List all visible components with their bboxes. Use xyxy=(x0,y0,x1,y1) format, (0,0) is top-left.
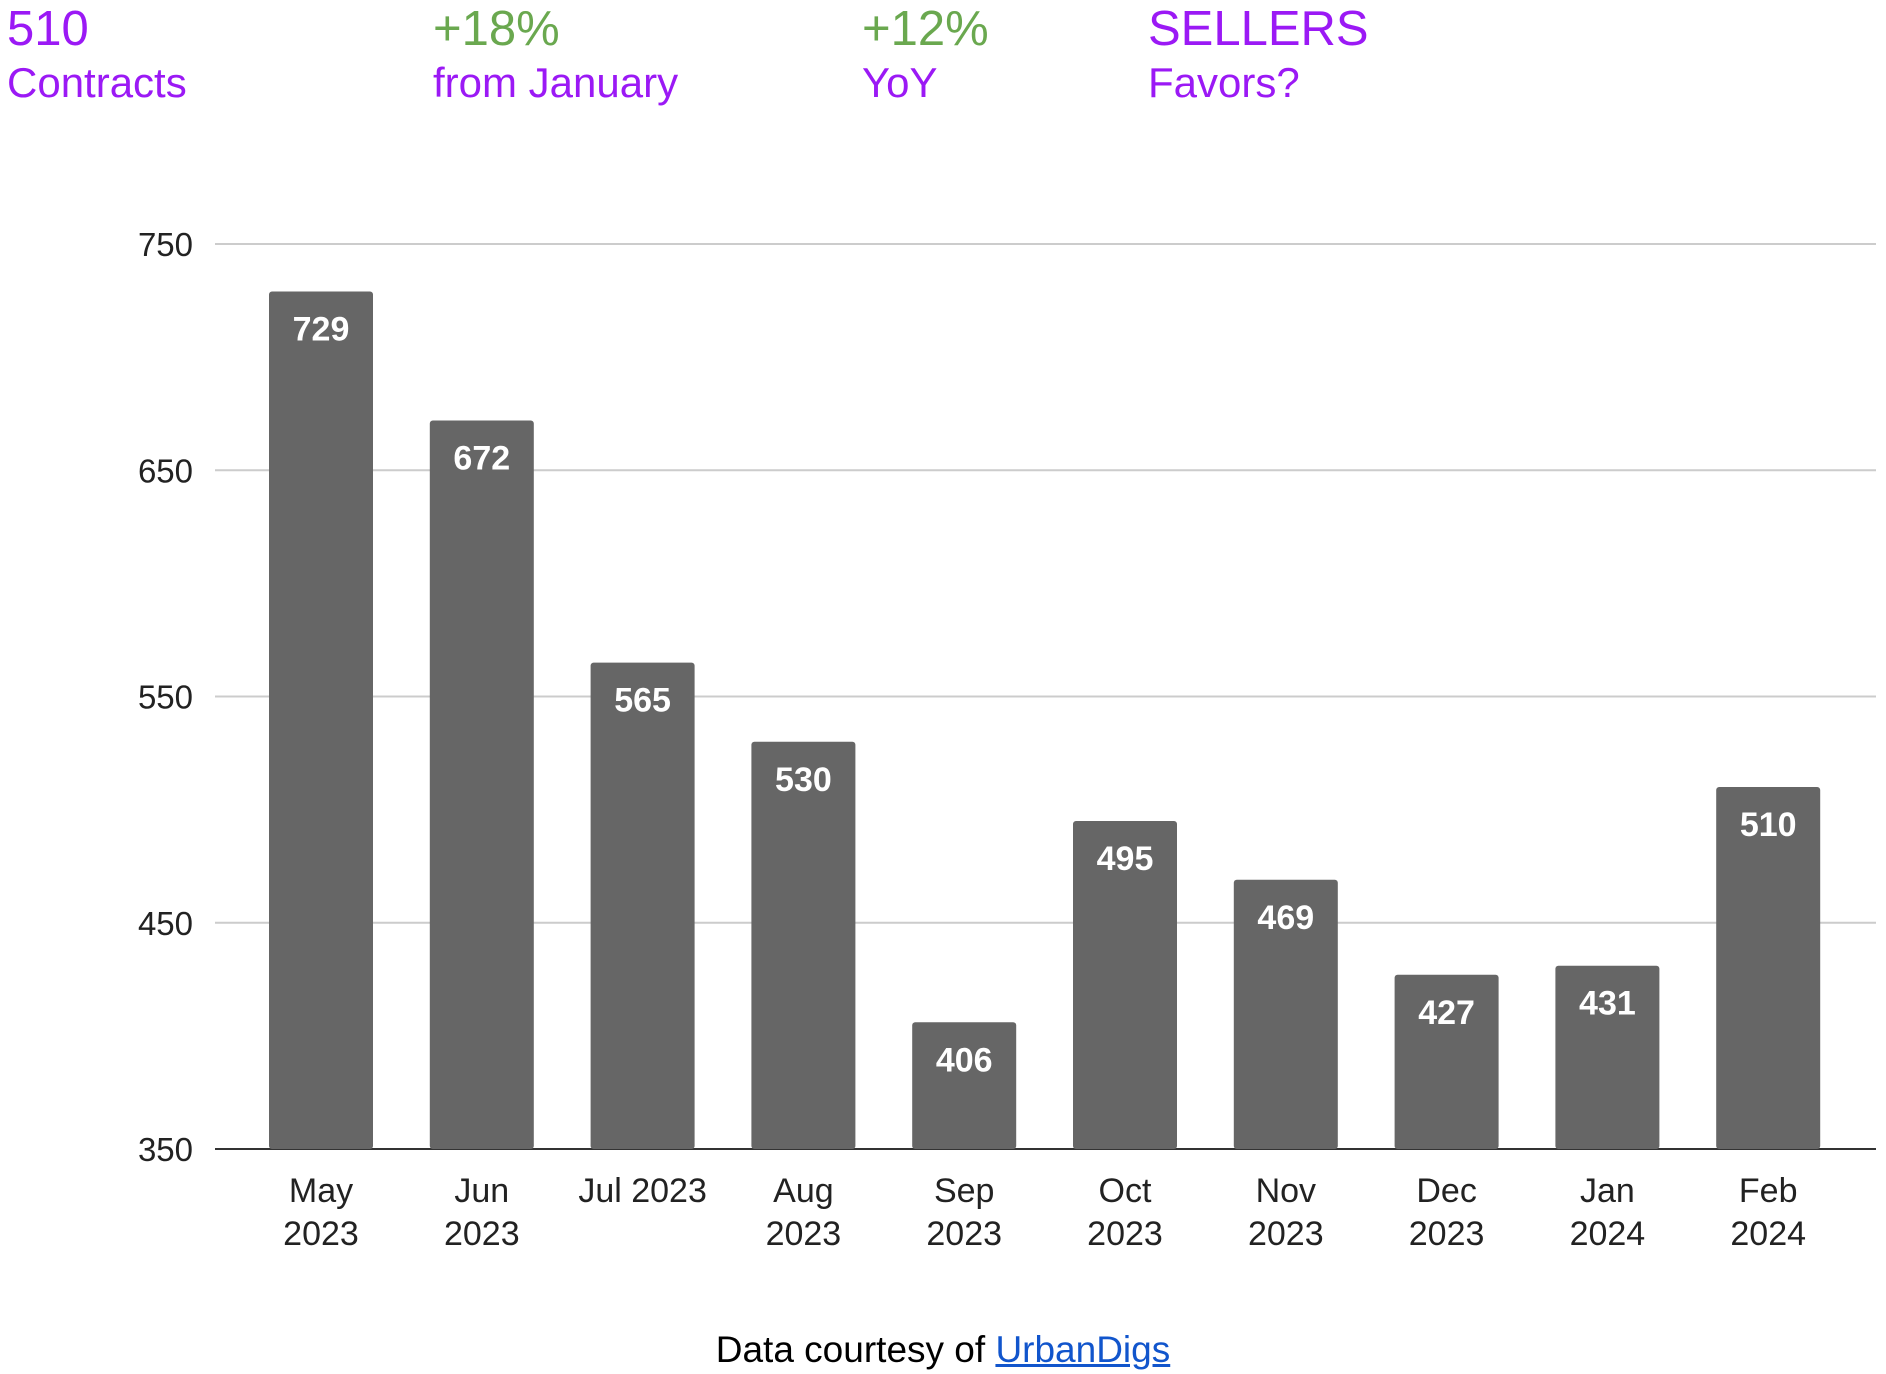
stat-value: +18% xyxy=(433,2,560,56)
x-tick-label-line: Jan xyxy=(1580,1172,1635,1210)
stat-label: Contracts xyxy=(7,59,187,106)
bar xyxy=(1716,787,1821,1149)
stat-month-change: +18% from January xyxy=(433,2,678,110)
bar xyxy=(1394,974,1499,1149)
stat-market-favor: SELLERS Favors? xyxy=(1148,2,1369,110)
footer-text: Data courtesy of xyxy=(715,1329,986,1370)
y-tick-label: 750 xyxy=(138,226,193,263)
stat-label: from January xyxy=(433,59,679,106)
x-tick-label-line: May xyxy=(289,1172,353,1210)
x-tick-label: Jun 2023 xyxy=(444,1172,520,1253)
urbandigs-link[interactable]: UrbanDigs xyxy=(995,1329,1171,1370)
x-tick-label-line: 2024 xyxy=(1570,1215,1646,1253)
bar xyxy=(751,741,856,1149)
x-tick-label: Sep 2023 xyxy=(926,1172,1002,1253)
x-tick-label: Jul 2023 xyxy=(578,1172,707,1210)
stat-value: SELLERS xyxy=(1148,2,1369,56)
x-tick-label: Jan 2024 xyxy=(1570,1172,1646,1253)
bar-data-label: 469 xyxy=(1257,899,1314,937)
x-tick-label: Dec 2023 xyxy=(1409,1172,1485,1253)
bar-data-labels: 729 672 565 530 406 495 469 427 431 510 xyxy=(293,311,1797,1080)
x-tick-label-line: Feb xyxy=(1739,1172,1798,1210)
data-source-footer: Data courtesy of UrbanDigs xyxy=(0,1328,1886,1372)
x-tick-label-line: 2023 xyxy=(444,1215,520,1253)
bar xyxy=(1233,879,1338,1149)
x-tick-label-line: 2023 xyxy=(766,1215,842,1253)
bar-data-label: 672 xyxy=(453,439,510,477)
bar xyxy=(269,291,373,1149)
x-tick-label: Oct 2023 xyxy=(1087,1172,1163,1253)
stat-contracts: 510 Contracts xyxy=(7,2,187,110)
bar-data-label: 729 xyxy=(293,311,350,349)
x-tick-label-line: Jul 2023 xyxy=(578,1172,707,1210)
bar-data-label: 530 xyxy=(775,761,832,799)
bar-data-label: 427 xyxy=(1418,994,1475,1032)
x-tick-label-line: 2023 xyxy=(1248,1215,1324,1253)
x-tick-label-line: Dec xyxy=(1416,1172,1476,1210)
x-axis-ticks: May 2023 Jun 2023 Jul 2023 Aug 2023 Sep 2023 Oct 2… xyxy=(283,1172,1806,1253)
x-tick-label-line: 2024 xyxy=(1730,1215,1806,1253)
x-tick-label-line: Oct xyxy=(1099,1172,1152,1210)
x-tick-label-line: Jun xyxy=(454,1172,509,1210)
y-tick-label: 650 xyxy=(138,452,193,489)
y-tick-label: 550 xyxy=(138,679,193,716)
bar xyxy=(912,1022,1017,1149)
y-tick-label: 450 xyxy=(138,905,193,942)
bars xyxy=(269,291,1821,1150)
bar-data-label: 431 xyxy=(1579,985,1636,1023)
x-tick-label-line: Sep xyxy=(934,1172,995,1210)
x-tick-label-line: 2023 xyxy=(1409,1215,1485,1253)
bar-data-label: 406 xyxy=(936,1041,993,1079)
x-tick-label: Feb 2024 xyxy=(1730,1172,1806,1253)
x-tick-label-line: Aug xyxy=(773,1172,834,1210)
x-tick-label: Nov 2023 xyxy=(1248,1172,1324,1253)
bar xyxy=(1073,820,1177,1149)
y-tick-label: 350 xyxy=(138,1131,193,1168)
stat-label: Favors? xyxy=(1148,59,1300,106)
bar-data-label: 565 xyxy=(614,682,671,720)
bar-data-label: 495 xyxy=(1097,840,1154,878)
bar xyxy=(590,662,695,1149)
x-tick-label-line: 2023 xyxy=(926,1215,1002,1253)
x-tick-label: Aug 2023 xyxy=(766,1172,842,1253)
x-tick-label-line: 2023 xyxy=(1087,1215,1163,1253)
bar xyxy=(429,420,534,1150)
stat-value: 510 xyxy=(7,2,89,56)
x-tick-label-line: Nov xyxy=(1256,1172,1316,1210)
bar-data-label: 510 xyxy=(1740,806,1797,844)
y-axis-ticks: 350 450 550 650 750 xyxy=(138,226,193,1168)
bar xyxy=(1555,965,1660,1149)
stat-yoy-change: +12% YoY xyxy=(862,2,989,110)
x-tick-label: May 2023 xyxy=(283,1172,359,1253)
stat-value: +12% xyxy=(862,2,989,56)
x-tick-label-line: 2023 xyxy=(283,1215,359,1253)
stat-label: YoY xyxy=(862,59,938,106)
